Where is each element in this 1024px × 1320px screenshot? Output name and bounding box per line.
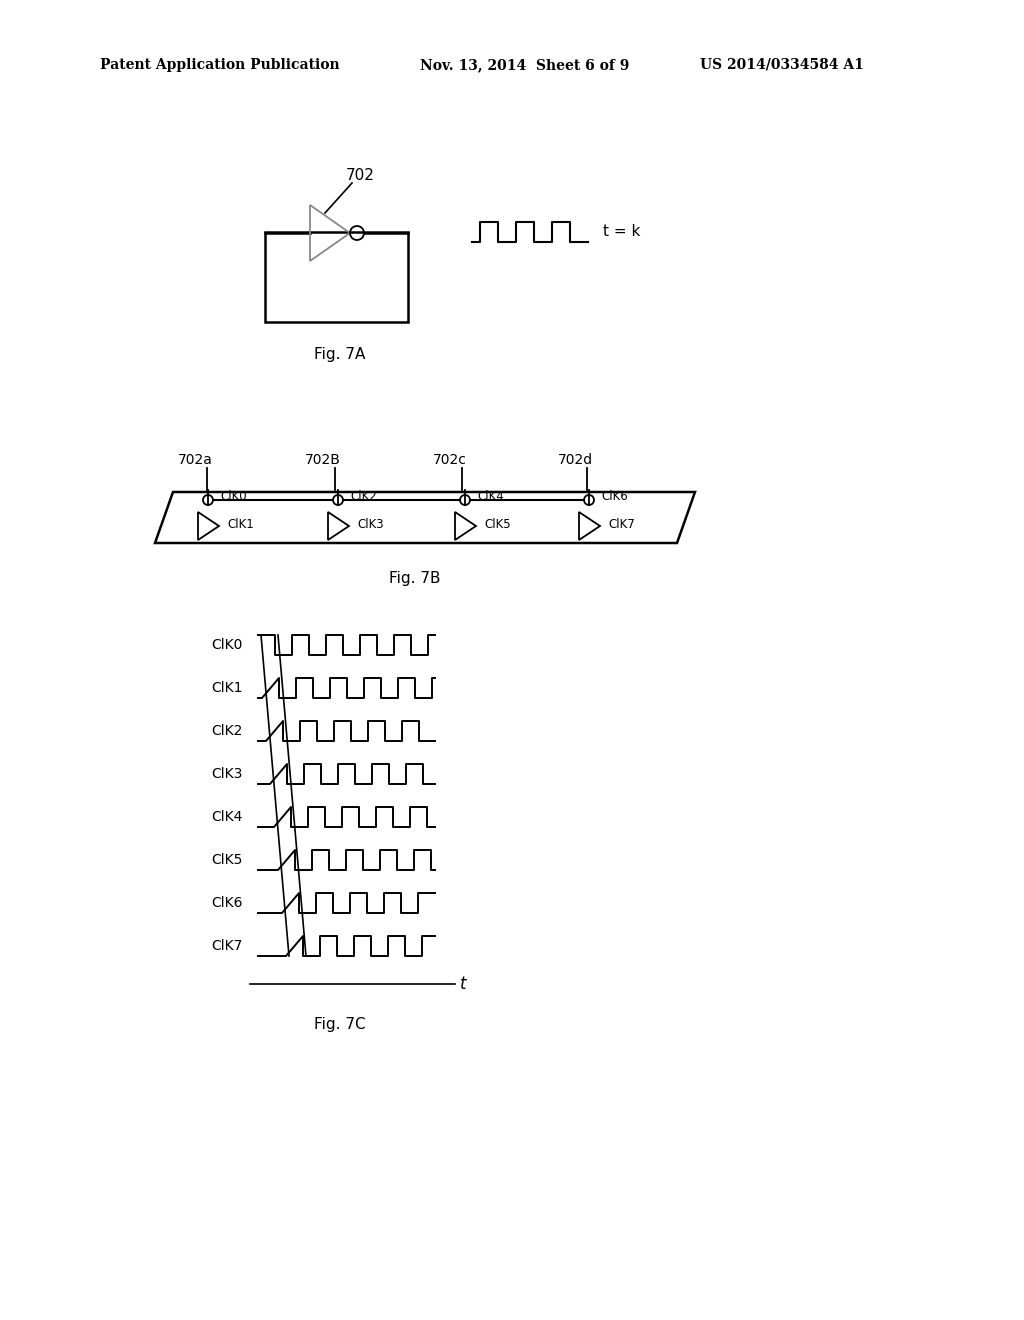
Text: ClK1: ClK1	[212, 681, 243, 696]
Text: ClK5: ClK5	[484, 517, 511, 531]
Text: ClK2: ClK2	[350, 491, 377, 503]
Text: Fig. 7C: Fig. 7C	[314, 1016, 366, 1031]
Text: t = k: t = k	[603, 224, 640, 239]
Text: Fig. 7B: Fig. 7B	[389, 570, 440, 586]
Text: ClK3: ClK3	[212, 767, 243, 781]
Text: t: t	[460, 975, 467, 993]
Text: 702d: 702d	[557, 453, 593, 467]
Text: 702c: 702c	[433, 453, 467, 467]
Text: ClK4: ClK4	[477, 491, 504, 503]
Text: ClK6: ClK6	[212, 896, 243, 909]
Text: ClK7: ClK7	[608, 517, 635, 531]
Text: ClK5: ClK5	[212, 853, 243, 867]
Text: ClK2: ClK2	[212, 723, 243, 738]
Bar	[265, 232, 408, 322]
Text: ClK1: ClK1	[227, 517, 254, 531]
Text: US 2014/0334584 A1: US 2014/0334584 A1	[700, 58, 864, 73]
Text: 702a: 702a	[177, 453, 212, 467]
Text: 702: 702	[345, 168, 375, 182]
Text: 702B: 702B	[305, 453, 341, 467]
Text: Fig. 7A: Fig. 7A	[314, 347, 366, 363]
Text: ClK0: ClK0	[212, 638, 243, 652]
Text: ClK3: ClK3	[357, 517, 384, 531]
Text: ClK7: ClK7	[212, 939, 243, 953]
Text: Patent Application Publication: Patent Application Publication	[100, 58, 340, 73]
Text: ClK6: ClK6	[601, 491, 628, 503]
Text: ClK4: ClK4	[212, 810, 243, 824]
Text: ClK0: ClK0	[220, 491, 247, 503]
Text: Nov. 13, 2014  Sheet 6 of 9: Nov. 13, 2014 Sheet 6 of 9	[420, 58, 630, 73]
